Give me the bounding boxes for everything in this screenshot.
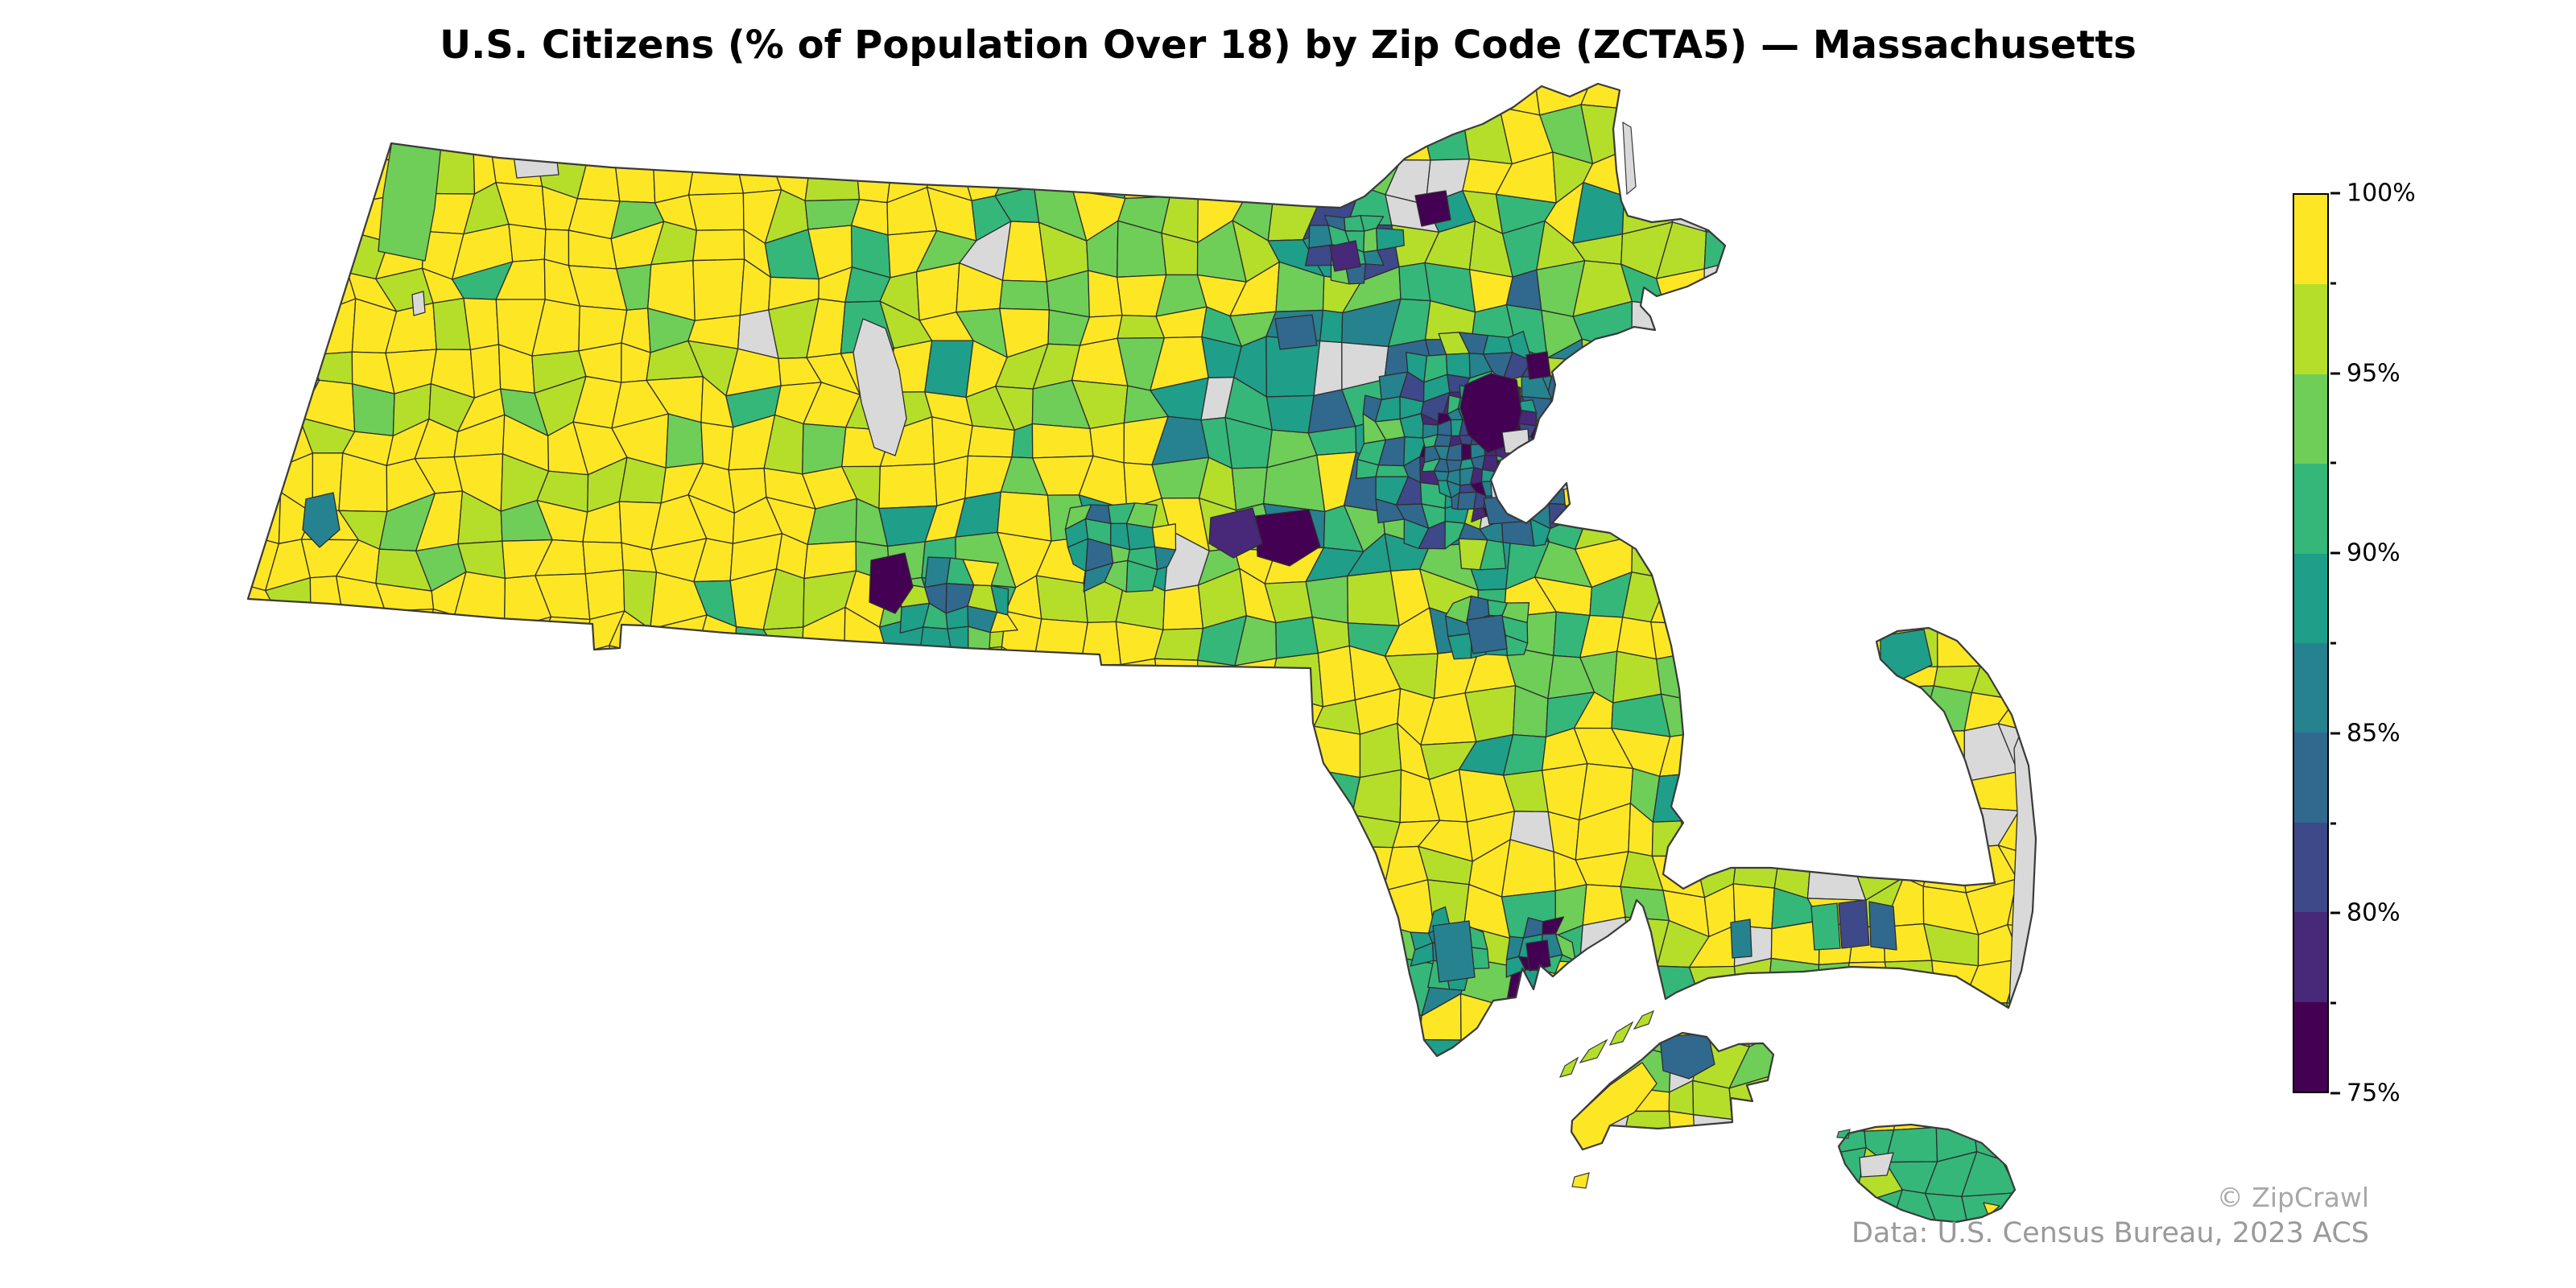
- colorbar-major-tick: [2330, 551, 2340, 555]
- islet-elizabeth-island-3: [1579, 1038, 1608, 1064]
- colorbar-tick-label: 95%: [2347, 359, 2401, 388]
- feature-new-bedford-dark: [1525, 939, 1551, 972]
- colorbar-ticks: 100% 95% 90% 85% 80% 75%: [2329, 180, 2442, 1108]
- colorbar-segment: [2294, 822, 2327, 913]
- feature-fitchburg-blue: [1274, 314, 1318, 350]
- data-source-text: Data: U.S. Census Bureau, 2023 ACS: [1851, 1217, 2369, 1249]
- colorbar-major-tick: [2330, 732, 2340, 735]
- feature-falmouth-teal: [1730, 919, 1752, 959]
- feature-harbor-gray-2: [1519, 486, 1535, 509]
- colorbar-major-tick: [2330, 372, 2340, 375]
- feature-fall-river-teal: [1432, 920, 1476, 983]
- colorbar-segment: [2294, 912, 2327, 1002]
- colorbar-major-tick: [2330, 911, 2340, 914]
- islet-nomans-land: [1571, 1172, 1590, 1189]
- islet-elizabeth-island-2: [1608, 1021, 1634, 1046]
- colorbar-minor-tick: [2330, 461, 2336, 464]
- colorbar-major-tick: [2330, 1092, 2340, 1095]
- colorbar-tick-label: 100%: [2347, 179, 2416, 208]
- colorbar-segment: [2294, 464, 2327, 554]
- feature-nantucket-west-gray: [1859, 1152, 1894, 1178]
- colorbar-tick-label: 80%: [2347, 898, 2401, 927]
- feature-lynn-dark: [1525, 351, 1551, 380]
- colorbar-segment: [2294, 733, 2327, 823]
- colorbar-tick-label: 90%: [2347, 539, 2401, 568]
- colorbar-segment: [2294, 643, 2327, 733]
- feature-lowell-indigo: [1329, 240, 1361, 272]
- feature-lawrence-dark: [1414, 190, 1451, 227]
- colorbar-minor-tick: [2330, 822, 2336, 825]
- zcta-mosaic: [248, 84, 2036, 1222]
- colorbar-legend: 100% 95% 90% 85% 80% 75%: [2293, 180, 2416, 1108]
- islet-plum-island-gray: [1622, 121, 1637, 196]
- islet-elizabeth-island-4: [1558, 1056, 1579, 1078]
- feature-hyannis-east-blue: [1868, 901, 1897, 951]
- feature-quabbin-gray: [852, 318, 907, 456]
- colorbar-major-tick: [2330, 192, 2340, 195]
- feature-brockton-blue: [1466, 614, 1508, 654]
- state-outline: [246, 82, 2037, 1224]
- figure-title: U.S. Citizens (% of Population Over 18) …: [440, 23, 2136, 68]
- colorbar-minor-tick: [2330, 642, 2336, 645]
- colorbar-segment: [2294, 553, 2327, 644]
- feature-auburn-indigo: [1208, 507, 1263, 559]
- feature-hyannis-indigo: [1838, 899, 1870, 949]
- feature-october-mtn-gray: [411, 291, 426, 316]
- feature-plymouth-gray-spit: [1678, 803, 1698, 852]
- colorbar-segment: [2294, 284, 2327, 374]
- small-islands: [1558, 121, 1851, 1189]
- colorbar-segment: [2294, 195, 2327, 285]
- feature-quincy-blue: [1483, 494, 1532, 525]
- watermark-text: © ZipCrawl: [2216, 1182, 2369, 1213]
- feature-amherst-dark: [869, 552, 914, 614]
- colorbar-segment: [2294, 374, 2327, 464]
- colorbar-minor-tick: [2330, 282, 2336, 285]
- colorbar-gradient: [2293, 193, 2329, 1093]
- colorbar-tick-label: 85%: [2347, 719, 2401, 748]
- islet-elizabeth-island-1: [1633, 1009, 1655, 1030]
- feature-midcape-green: [1810, 902, 1841, 951]
- feature-worcester-east-dark: [1255, 509, 1321, 567]
- feature-pittsfield-teal: [302, 492, 341, 548]
- colorbar-tick-label: 75%: [2347, 1079, 2401, 1108]
- colorbar-segment: [2294, 1001, 2327, 1092]
- colorbar-minor-tick: [2330, 1001, 2336, 1005]
- feature-monomoy-gray: [1992, 1007, 2010, 1049]
